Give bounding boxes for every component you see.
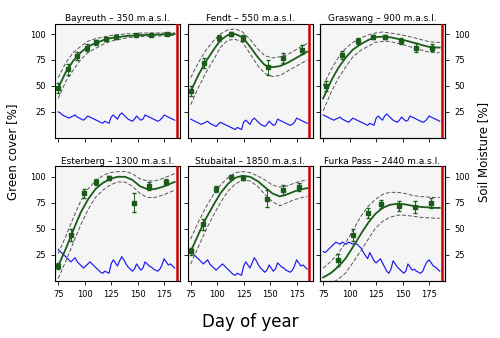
Title: Graswang – 900 m.a.s.l.: Graswang – 900 m.a.s.l. bbox=[328, 14, 437, 23]
Text: Day of year: Day of year bbox=[202, 313, 298, 331]
Text: Green cover [%]: Green cover [%] bbox=[6, 104, 19, 200]
Title: Stubaital – 1850 m.a.s.l.: Stubaital – 1850 m.a.s.l. bbox=[195, 156, 305, 166]
Title: Bayreuth – 350 m.a.s.l.: Bayreuth – 350 m.a.s.l. bbox=[65, 14, 170, 23]
Title: Furka Pass – 2440 m.a.s.l.: Furka Pass – 2440 m.a.s.l. bbox=[324, 156, 440, 166]
Title: Fendt – 550 m.a.s.l.: Fendt – 550 m.a.s.l. bbox=[206, 14, 294, 23]
Title: Esterberg – 1300 m.a.s.l.: Esterberg – 1300 m.a.s.l. bbox=[61, 156, 174, 166]
Text: Soil Moisture [%]: Soil Moisture [%] bbox=[478, 102, 490, 202]
